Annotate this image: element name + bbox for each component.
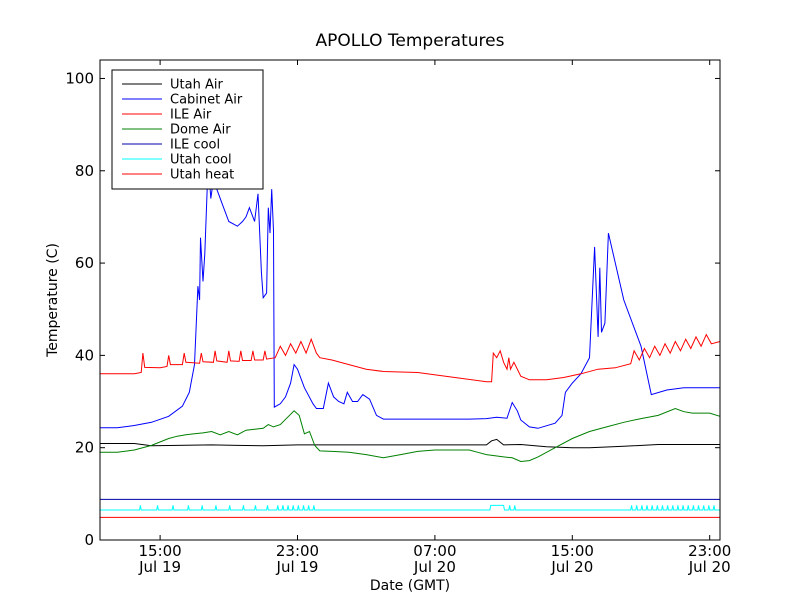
legend-label-ile-cool: ILE cool (170, 138, 220, 153)
x-tick-label-time: 07:00 (413, 542, 456, 560)
legend-label-cabinet-air: Cabinet Air (170, 93, 243, 108)
x-tick-label-time: 23:00 (688, 542, 731, 560)
series-line-cabinet-air (100, 161, 720, 429)
x-tick-label-date: Jul 19 (276, 558, 319, 576)
series-line-utah-air (100, 438, 720, 449)
legend-label-ile-air: ILE Air (170, 108, 212, 123)
plot-frame (99, 59, 721, 541)
y-tick-label: 60 (75, 254, 94, 272)
legend-label-utah-cool: Utah cool (170, 153, 232, 168)
x-tick-label-time: 23:00 (276, 542, 319, 560)
y-tick-label: 80 (75, 162, 94, 180)
legend-label-utah-air: Utah Air (170, 78, 223, 93)
plot-area (100, 161, 721, 518)
y-tick-label: 20 (75, 439, 94, 457)
series-line-utah-cool (100, 504, 720, 511)
y-tick-label: 40 (75, 346, 94, 364)
x-tick-label-time: 15:00 (551, 542, 594, 560)
series-line-ile-air (100, 333, 721, 383)
series-line-dome-air (100, 407, 721, 463)
x-tick-label-date: Jul 20 (550, 558, 593, 576)
x-axis-label: Date (GMT) (370, 578, 450, 594)
x-tick-label-date: Jul 20 (688, 558, 731, 576)
x-tick-label-time: 15:00 (138, 542, 181, 560)
y-tick-label: 0 (84, 531, 94, 549)
x-tick-label-date: Jul 20 (413, 558, 456, 576)
y-tick-label: 100 (65, 69, 94, 87)
chart-title: APOLLO Temperatures (316, 31, 505, 51)
y-axis-label: Temperature (C) (45, 243, 61, 358)
legend-label-dome-air: Dome Air (170, 123, 231, 138)
x-tick-label-date: Jul 19 (138, 558, 181, 576)
legend-label-utah-heat: Utah heat (170, 168, 234, 183)
